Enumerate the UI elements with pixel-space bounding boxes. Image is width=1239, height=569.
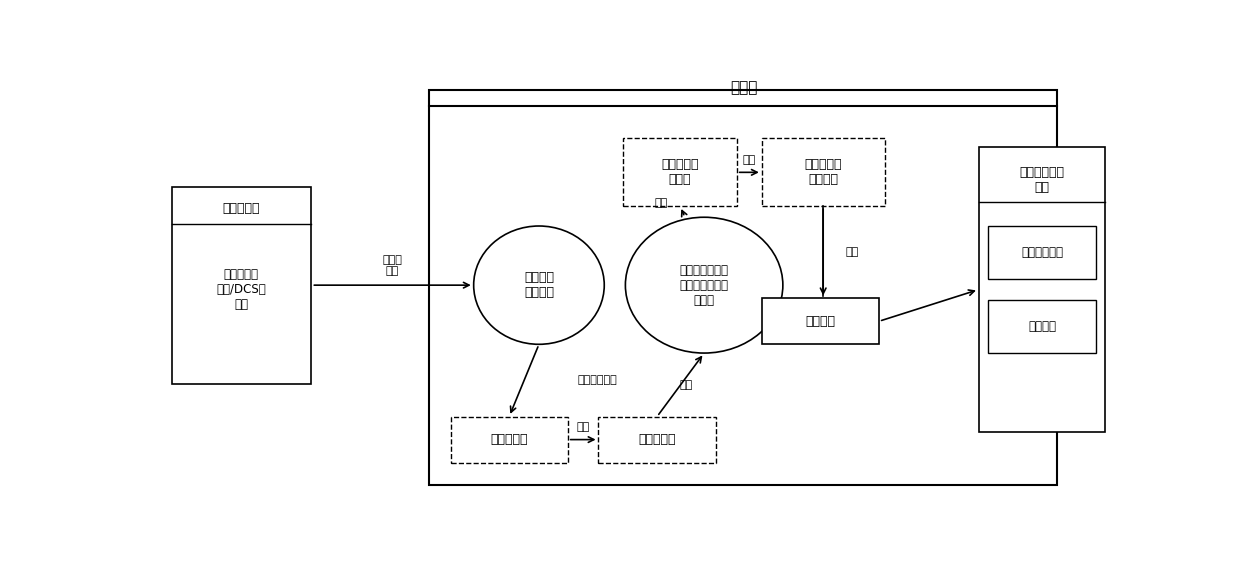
Text: 因果关系网
络构建: 因果关系网 络构建 (662, 158, 699, 186)
Text: 读取: 读取 (742, 155, 756, 165)
Text: 声音报警: 声音报警 (1028, 320, 1056, 333)
Text: 单变量波动性分
析与波动时间序
列计算: 单变量波动性分 析与波动时间序 列计算 (680, 263, 729, 307)
Text: 读取: 读取 (654, 198, 668, 208)
Bar (762, 138, 885, 207)
Bar (451, 417, 567, 463)
Text: 存储实时数据: 存储实时数据 (577, 376, 617, 385)
Ellipse shape (626, 217, 783, 353)
Text: 读取: 读取 (576, 422, 590, 432)
Text: 实时数据
采集软件: 实时数据 采集软件 (524, 271, 554, 299)
Text: 图像界面显示
输出: 图像界面显示 输出 (1020, 166, 1064, 194)
Text: 数据预处理: 数据预处理 (638, 433, 675, 446)
Text: 图像闪烁报警: 图像闪烁报警 (1021, 246, 1063, 259)
Bar (989, 300, 1097, 353)
Text: 终端推送: 终端推送 (805, 315, 835, 328)
Bar (623, 138, 737, 207)
Bar (598, 417, 716, 463)
Bar (762, 298, 878, 344)
Bar (429, 90, 1057, 485)
Bar (979, 147, 1105, 432)
Text: 写入: 写入 (845, 248, 859, 257)
Text: 服务器: 服务器 (730, 80, 757, 96)
Text: 异常工况根
原因挖掘: 异常工况根 原因挖掘 (804, 158, 843, 186)
Text: 企业数据库: 企业数据库 (223, 202, 260, 215)
Bar (172, 187, 311, 384)
Text: 局域网
连接: 局域网 连接 (383, 255, 403, 276)
Ellipse shape (473, 226, 605, 344)
Text: 读取: 读取 (679, 380, 693, 390)
Text: 装置实时数
据库/DCS数
据库: 装置实时数 据库/DCS数 据库 (217, 268, 266, 311)
Text: 实时数据表: 实时数据表 (491, 433, 528, 446)
Bar (989, 226, 1097, 279)
